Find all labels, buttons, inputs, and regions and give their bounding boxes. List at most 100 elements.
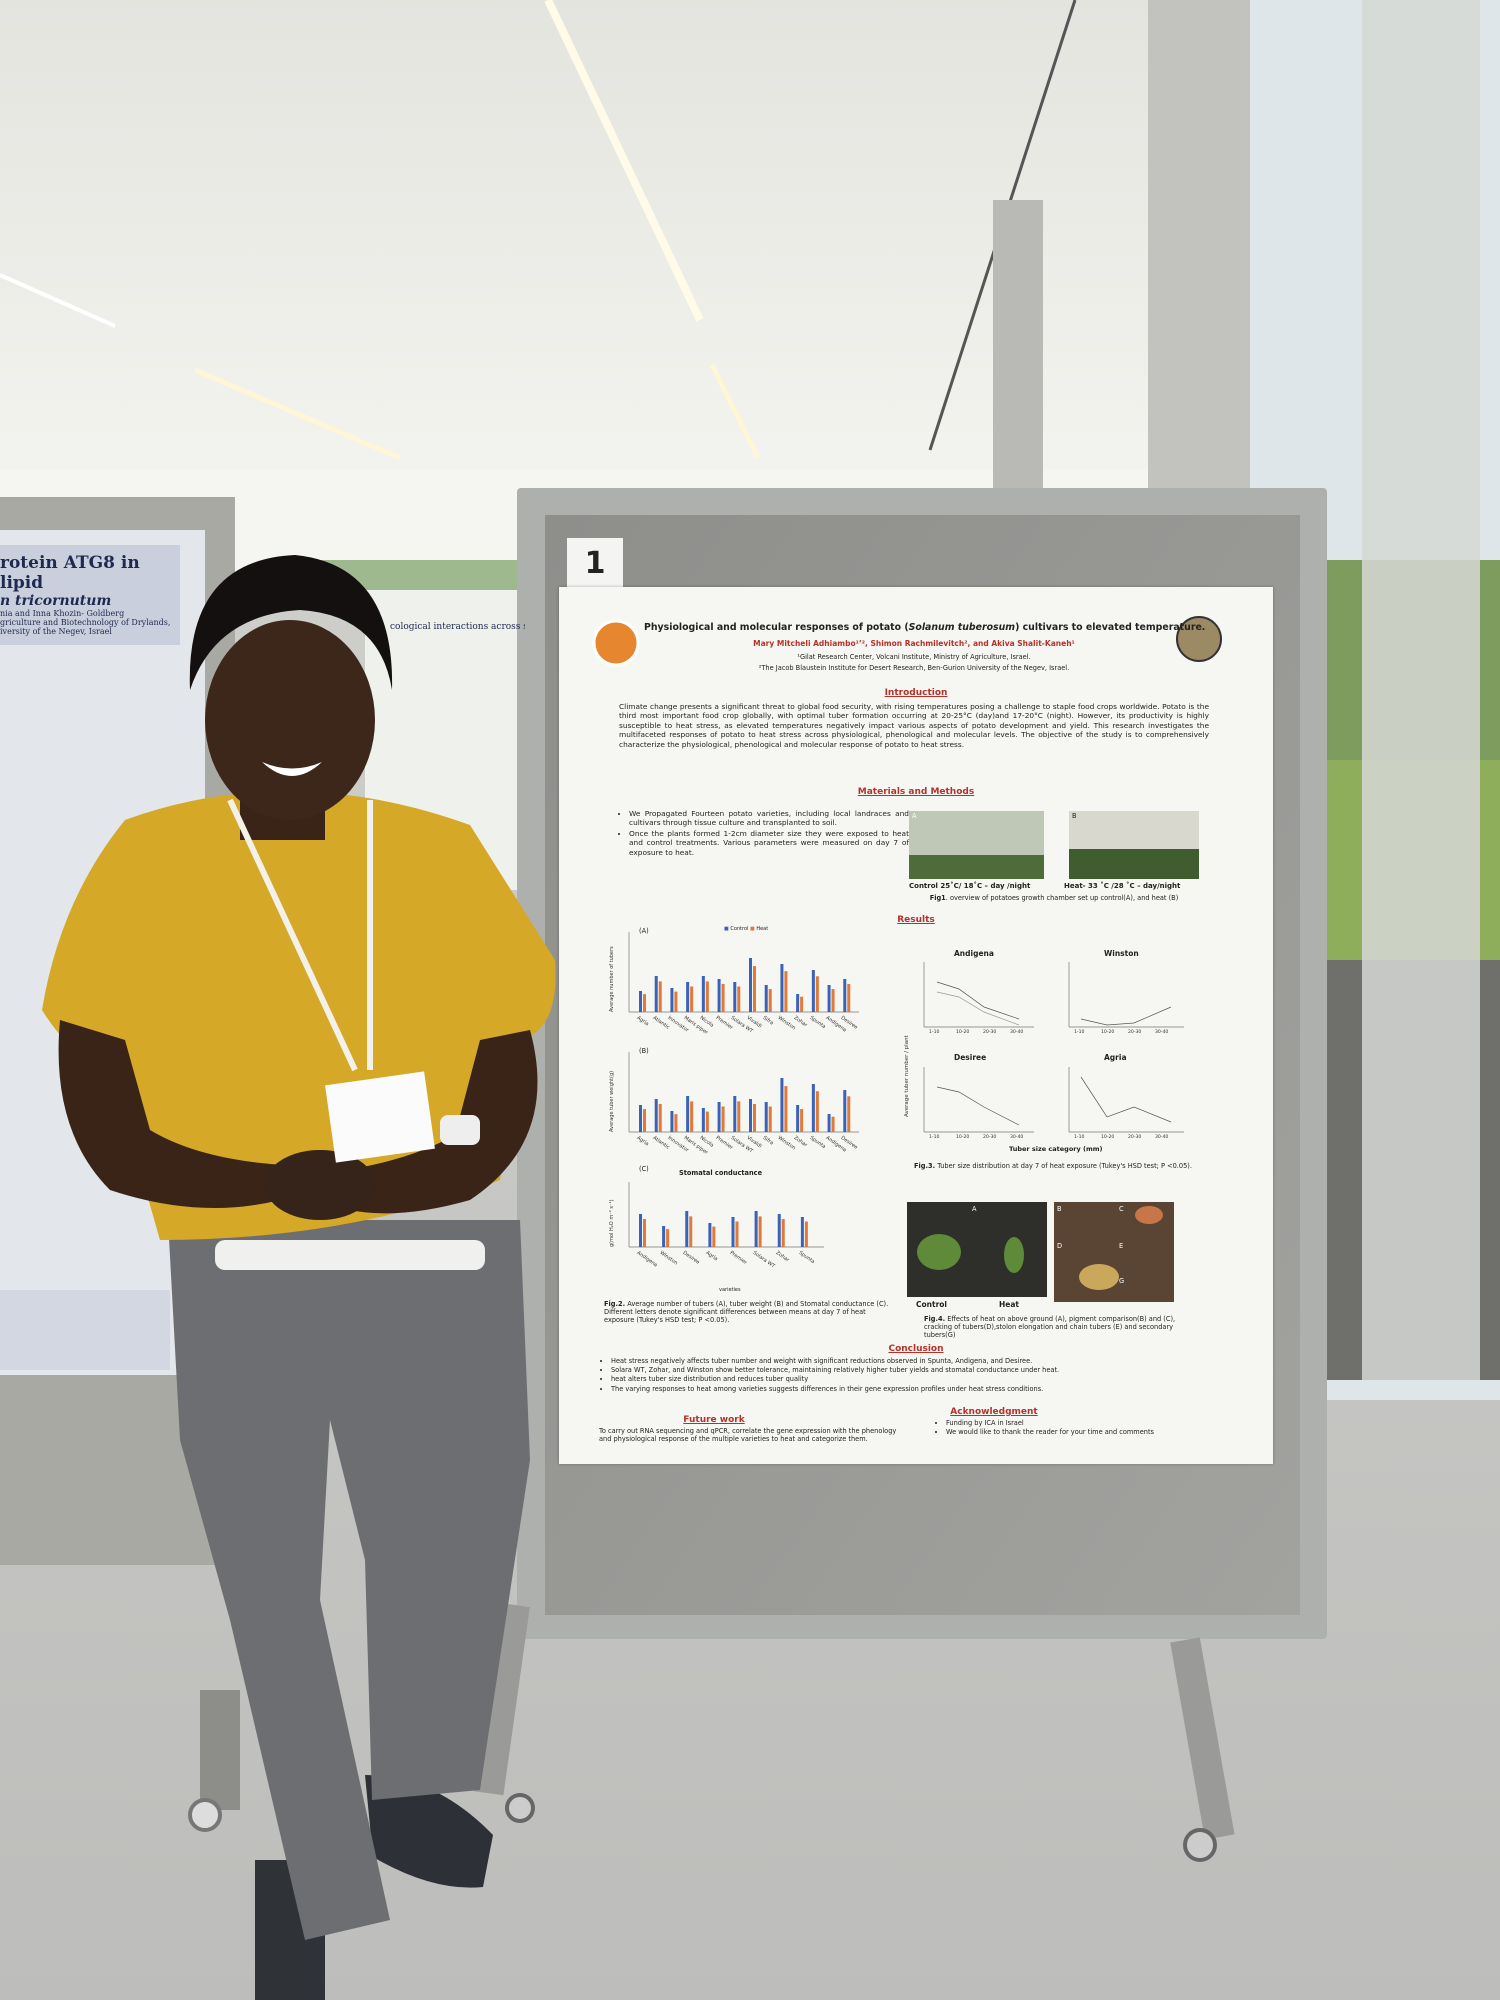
y-axis-label: Average tuber weight(g) [609,1070,615,1132]
figure-bar-texture [686,1096,690,1132]
figure-bar-texture [784,1086,788,1132]
left-poster-header [0,545,180,645]
plant [917,1234,961,1270]
panel-title: Desiree [954,1053,987,1062]
person [42,555,556,2000]
figure-bar-texture [827,1114,831,1132]
y-axis-label: Average number of tubers [609,946,615,1012]
title-text: Physiological and molecular responses of… [644,622,909,633]
y-axis-label: g(mol H₂O m⁻² s⁻¹) [609,1199,615,1247]
x-axis-label: varieties [719,1287,741,1293]
figure-bar-texture [643,1109,646,1132]
figure-bar-texture [796,994,800,1012]
affiliation: ¹Gilat Research Center, Volcani Institut… [797,653,1031,661]
fig1-caption: Fig1. overview of potatoes growth chambe… [929,894,1179,902]
fig-tag: Fig.3. [914,1162,936,1170]
section-heading: Acknowledgment [950,1407,1038,1417]
figure-bar-texture [643,994,646,1012]
ceiling-light [194,367,401,461]
figure-bar-texture [639,1214,642,1247]
photo-letter: A [972,1205,977,1213]
figure-bar-texture [780,964,784,1012]
column [993,200,1043,490]
fig2-bars [639,958,851,1247]
figure-bar-texture [733,1096,737,1132]
fig-tag: Fig1 [929,894,946,902]
y-axis-label: Average tuber number / plant [904,1035,910,1117]
left-poster-title: rotein ATG8 in lipid [0,553,140,593]
x-tick-label: 20-30 [1128,1135,1142,1140]
poster-authors: Mary Mitcheli Adhiambo¹ʼ², Shimon Rachmi… [753,639,1075,648]
x-tick-label: 20-30 [1128,1030,1142,1035]
left-poster-affiliation: griculture and Biotechnology of Drylands… [0,618,171,627]
jeans [168,1220,530,1940]
poster: Physiological and molecular responses of… [559,587,1273,1464]
figure-bar-texture [690,986,694,1012]
methods-bullet: We Propagated Fourteen potato varieties,… [629,809,909,828]
figure-bar-texture [670,988,674,1012]
photo-letter: A [912,812,917,820]
figure-bar-texture [781,1218,785,1247]
figure-bar-texture [800,1109,804,1132]
fig-tag: Fig.2. [604,1300,626,1308]
figure-bar-texture [670,1111,674,1132]
conclusion-bullet: The varying responses to heat among vari… [611,1385,1231,1393]
figure-bar-texture [662,1226,666,1247]
figure-bar-texture [749,958,752,1012]
fig2-caption: Fig.2. Average number of tubers (A), tub… [604,1300,889,1325]
figure-bar-texture [666,1229,670,1247]
figure-bar-texture [689,1216,693,1247]
back-poster-title: cological interactions across sp [390,622,525,632]
x-tick-label: 30-40 [1010,1135,1024,1140]
caption-text: Tuber size distribution at day 7 of heat… [935,1162,1192,1170]
figure-bar-texture [800,996,804,1012]
section-heading: Results [897,915,935,925]
figure-bar-texture [674,1114,678,1132]
figure-bar-texture [731,1217,735,1247]
logo [1176,616,1222,662]
legend-swatch: ■ [750,926,755,932]
figure-bar-texture [712,1226,716,1247]
figure-bar-texture [701,1108,705,1132]
introduction-text: Climate change presents a significant th… [619,702,1209,749]
methods-list: We Propagated Fourteen potato varieties,… [617,809,909,858]
board-leg [1170,1637,1235,1840]
figure-bar-texture [753,1103,756,1132]
figure-bar-texture [784,971,788,1012]
x-tick-label: 30-40 [1010,1030,1024,1035]
figure-bar-texture [717,979,721,1012]
smile [262,762,322,776]
photo-letter: D [1057,1242,1063,1250]
figure-bar-texture [815,1091,819,1132]
panel-label: (B) [639,1047,649,1055]
figure-bar-texture [754,1211,758,1247]
photo-letter: G [1119,1277,1125,1285]
legend-label: Heat [756,926,769,932]
figure-bar-texture [768,1106,772,1132]
photo-letter: B [1072,812,1077,820]
figure-bar-texture [658,981,662,1012]
figure-bar-texture [804,1221,808,1247]
figure-bar-texture [721,1106,725,1132]
tuber [1135,1206,1163,1224]
lanyard [227,798,373,1072]
panel-title: Winston [1104,949,1139,958]
logo [592,619,640,667]
face [205,620,375,820]
panel-title: Andigena [954,949,994,958]
figure-bar-texture [654,976,658,1012]
figure-bar-texture [639,991,642,1012]
figure-bar-texture [705,1111,709,1132]
section-heading: Future work [683,1415,745,1425]
ceiling-light [709,363,761,460]
figure-bar-texture [780,1078,784,1132]
affiliation: ²The Jacob Blaustein Institute for Deser… [758,664,1070,672]
section-heading: Materials and Methods [857,787,975,797]
figure-bar-texture [758,1216,762,1247]
conclusion-bullet: heat alters tuber size distribution and … [611,1375,1231,1383]
figure-bar-texture [815,976,819,1012]
panel-title: Agria [1104,1053,1127,1062]
photo-letter: B [1057,1205,1062,1213]
poster-graphics [592,616,1222,1302]
x-tick-label: 30-40 [1155,1030,1169,1035]
